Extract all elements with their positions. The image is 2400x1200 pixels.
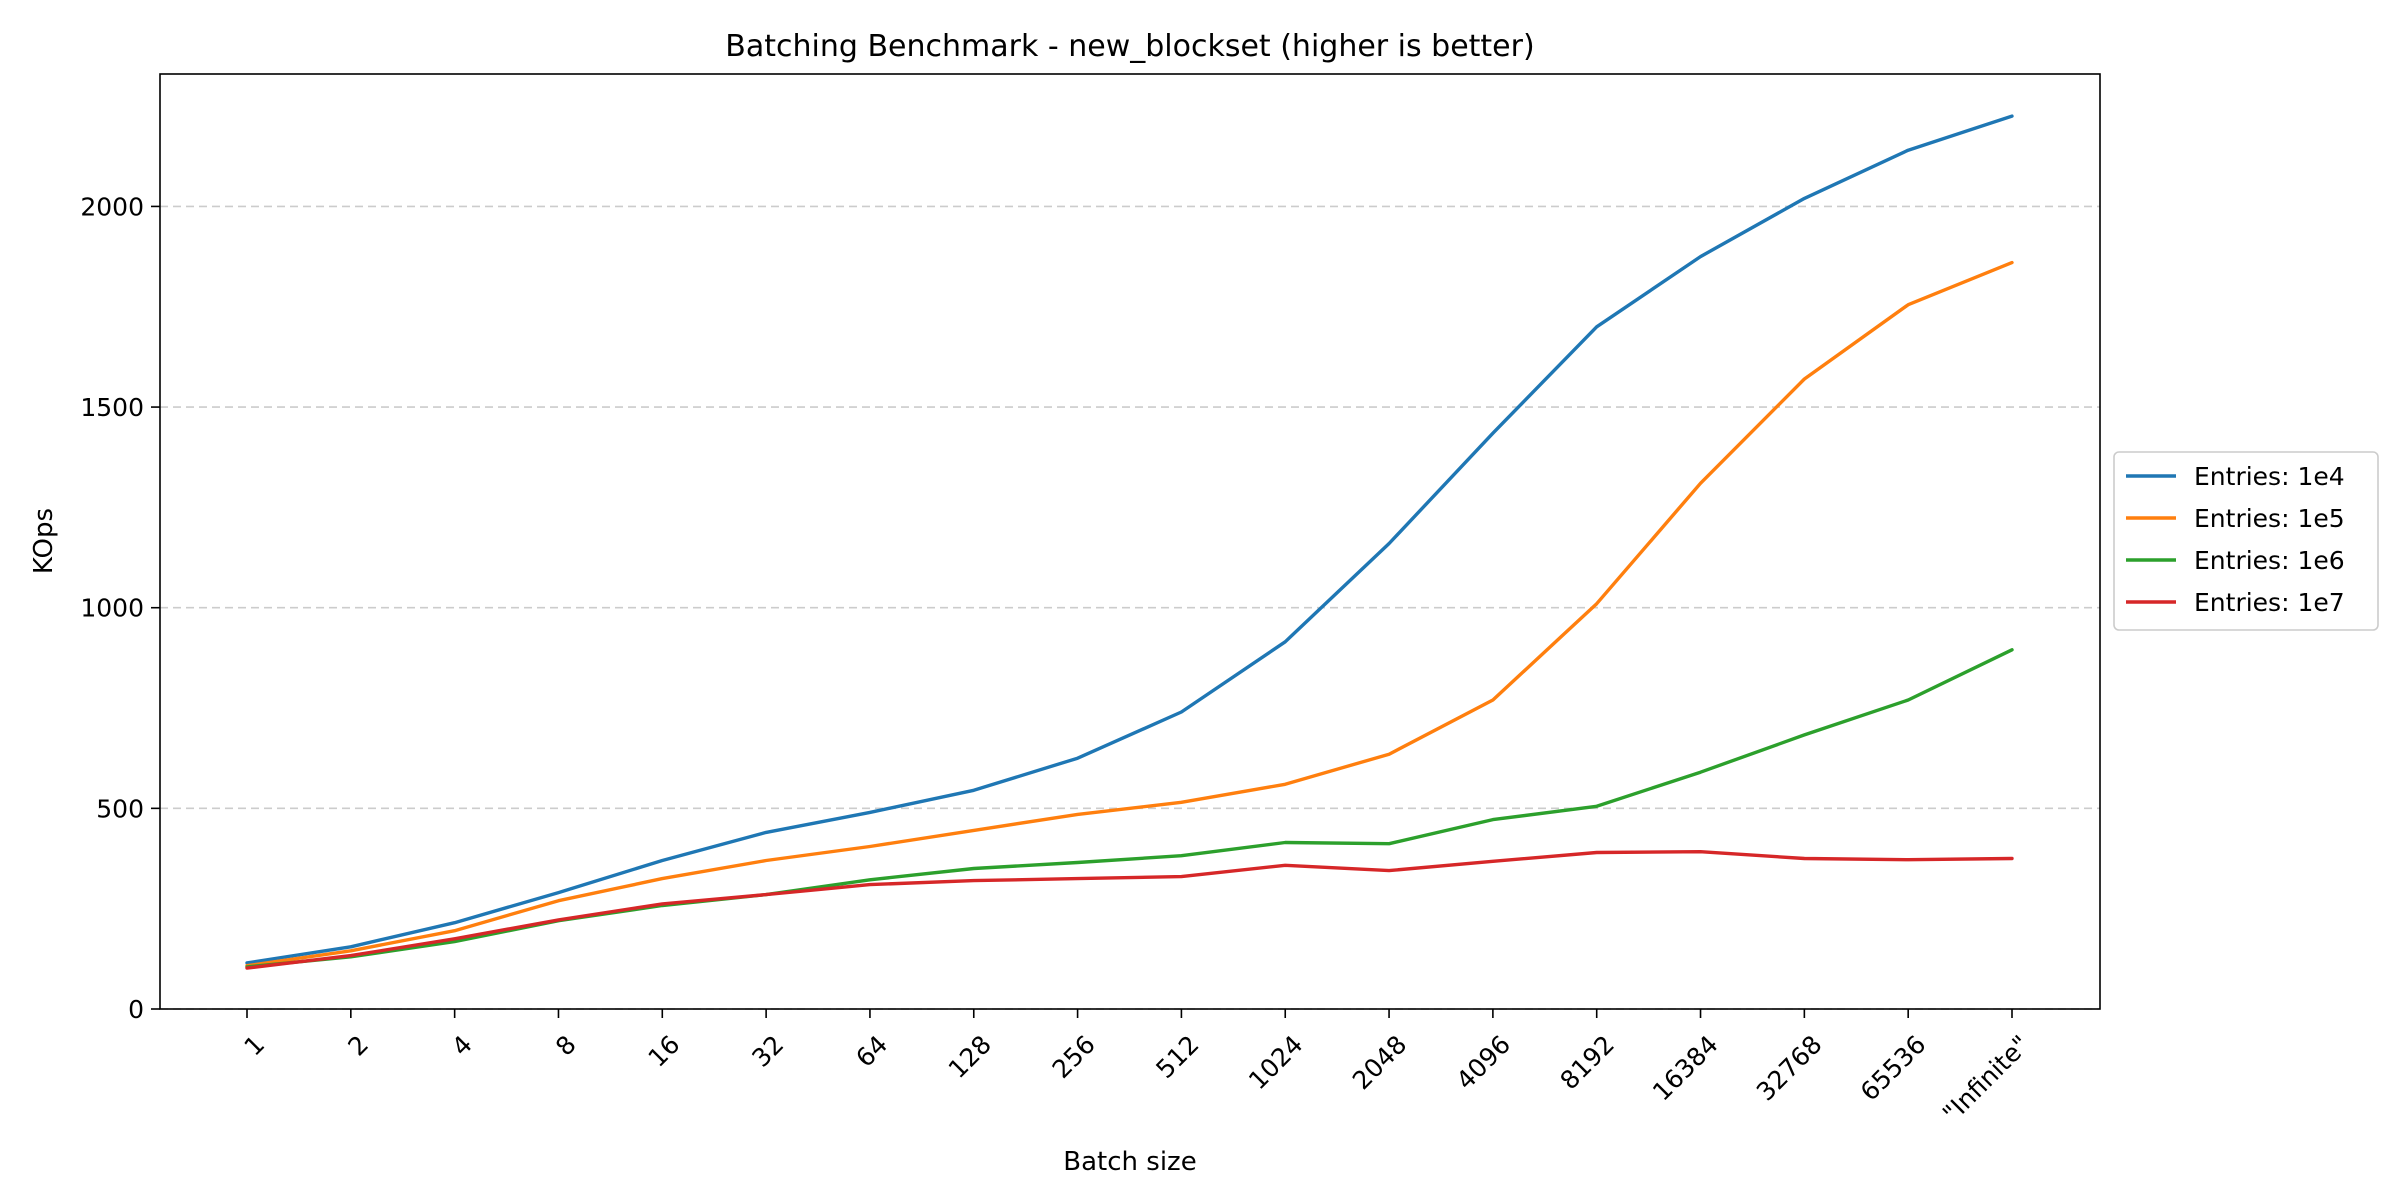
x-tick-label: 16384 — [1647, 1030, 1724, 1107]
y-tick-label: 500 — [96, 794, 144, 823]
series-lines — [245, 114, 2014, 970]
legend-entry-3: Entries: 1e7 — [2194, 588, 2345, 617]
legend-entry-0: Entries: 1e4 — [2194, 462, 2345, 491]
y-tick-label: 2000 — [80, 192, 144, 221]
x-tick-label: 8 — [550, 1030, 582, 1062]
x-tick-label: 2 — [342, 1030, 374, 1062]
x-tick-label: 128 — [943, 1030, 997, 1084]
y-axis: 0 500 1000 1500 2000 — [80, 192, 160, 1024]
x-tick-label: 32768 — [1751, 1030, 1828, 1107]
plot-frame — [159, 73, 2101, 1010]
x-tick-label: 4096 — [1451, 1030, 1516, 1095]
series-line-3 — [245, 850, 2014, 970]
x-tick-label: 4 — [446, 1030, 478, 1062]
x-tick-label: 512 — [1150, 1030, 1204, 1084]
legend: Entries: 1e4 Entries: 1e5 Entries: 1e6 Entr… — [2113, 451, 2379, 631]
series-line-0 — [245, 114, 2014, 965]
y-tick-label: 0 — [128, 995, 144, 1024]
x-tick-label: 65536 — [1855, 1030, 1932, 1107]
y-axis-label: KOps — [29, 508, 59, 574]
x-tick-label: 32 — [746, 1030, 789, 1073]
legend-box — [2113, 451, 2379, 631]
x-tick-label: 1 — [239, 1030, 271, 1062]
chart-title: Batching Benchmark - new_blockset (highe… — [725, 29, 1534, 64]
y-tick-label: 1500 — [80, 393, 144, 422]
gridlines — [160, 205, 2100, 1010]
x-tick-label: 8192 — [1554, 1030, 1619, 1095]
x-axis: 1 2 4 8 16 32 64 128 256 512 1024 2048 4096 8192 16384… — [239, 1009, 2035, 1128]
x-tick-label: 64 — [850, 1030, 893, 1073]
x-axis-label: Batch size — [1063, 1147, 1196, 1177]
x-tick-label: 2048 — [1347, 1030, 1412, 1095]
legend-entry-2: Entries: 1e6 — [2194, 546, 2345, 575]
series-line-1 — [245, 260, 2014, 968]
y-tick-label: 1000 — [80, 594, 144, 623]
x-tick-label: 256 — [1047, 1030, 1101, 1084]
legend-entry-1: Entries: 1e5 — [2194, 504, 2345, 533]
x-tick-label: 1024 — [1243, 1030, 1308, 1095]
x-tick-label: "Infinite" — [1937, 1030, 2035, 1128]
x-tick-label: 16 — [643, 1030, 686, 1073]
